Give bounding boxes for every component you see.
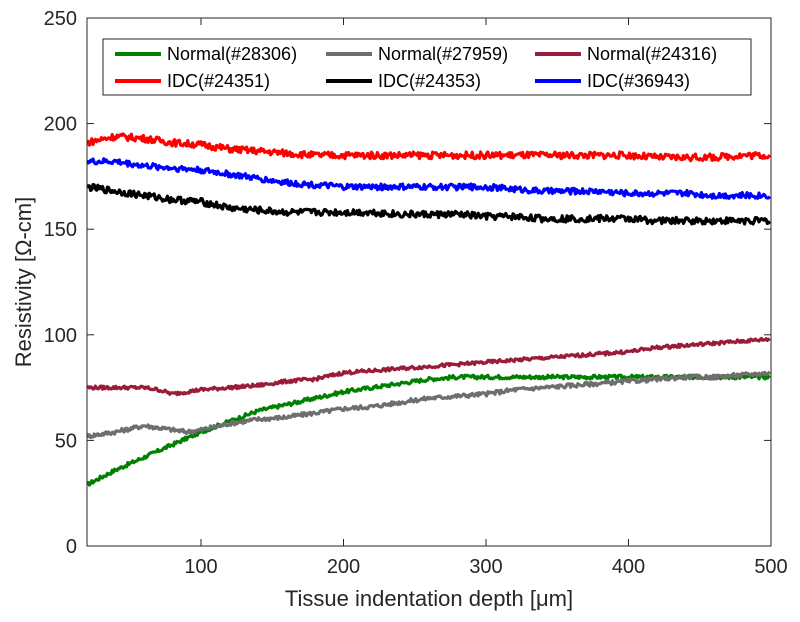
series-line-1	[87, 370, 771, 440]
series-line-4	[87, 183, 771, 226]
legend-label: Normal(#24316)	[587, 44, 717, 64]
legend-label: IDC(#36943)	[587, 71, 690, 91]
series-line-5	[87, 157, 771, 200]
y-axis-label: Resistivity [Ω-cm]	[11, 197, 36, 367]
series-layer	[87, 132, 771, 487]
plot-background	[87, 18, 771, 546]
legend-box	[102, 38, 752, 96]
plot-area	[87, 18, 771, 546]
x-tick-label: 200	[327, 556, 360, 578]
legend-label: Normal(#28306)	[167, 44, 297, 64]
axes-box	[86, 17, 772, 547]
x-tick-label: 400	[612, 556, 645, 578]
y-tick-label: 0	[66, 536, 77, 558]
series-line-0	[87, 373, 771, 487]
x-tick-label: 300	[469, 556, 502, 578]
y-tick-label: 100	[44, 325, 77, 347]
y-tick-label: 250	[44, 8, 77, 30]
x-tick-label: 500	[754, 556, 787, 578]
legend: Normal(#28306) Normal(#27959) Normal(#2431…	[102, 38, 752, 96]
x-axis-label: Tissue indentation depth [μm]	[285, 586, 573, 611]
axes-layer: 100 200 300 400 500 0 50 100 150 200 250	[44, 8, 788, 578]
legend-label: Normal(#27959)	[378, 44, 508, 64]
y-tick-label: 200	[44, 114, 77, 136]
series-line-3	[87, 132, 771, 163]
y-tick-label: 150	[44, 219, 77, 241]
legend-label: IDC(#24353)	[378, 71, 481, 91]
y-tick-label: 50	[55, 430, 77, 452]
legend-label: IDC(#24351)	[167, 71, 270, 91]
x-tick-label: 100	[184, 556, 217, 578]
series-line-2	[87, 336, 771, 397]
